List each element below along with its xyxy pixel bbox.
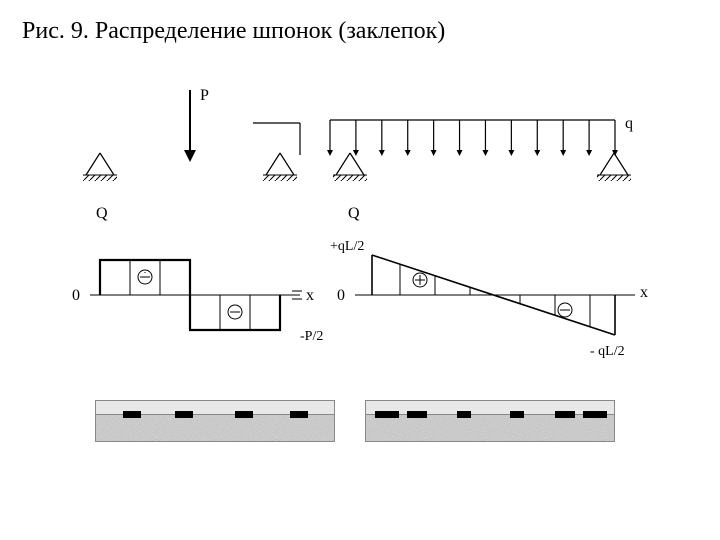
beam-left-bot	[95, 414, 335, 442]
support-left-2	[263, 153, 297, 181]
dowel	[235, 411, 253, 418]
label-q: q	[625, 115, 633, 132]
shear-right-zero: 0	[337, 287, 345, 304]
shear-right-bot-label: - qL/2	[590, 344, 625, 359]
beam-right	[365, 400, 615, 440]
dowel	[123, 411, 141, 418]
dowel	[290, 411, 308, 418]
dowel	[510, 411, 524, 418]
beam-right-bot	[365, 414, 615, 442]
dowel	[407, 411, 427, 418]
shear-left-zero: 0	[72, 287, 80, 304]
shear-right-x: x	[640, 284, 648, 301]
dowel	[375, 411, 399, 418]
shear-right-top-label: +qL/2	[330, 239, 364, 254]
shear-right: 0 x +qL/2 - qL/2	[330, 239, 648, 359]
diagram-canvas: P Q q Q 0 x -P/2	[0, 0, 720, 540]
shear-left: 0 x -P/2	[72, 260, 323, 344]
shear-left-x: x	[306, 287, 314, 304]
shear-left-bot-label: -P/2	[300, 329, 323, 344]
label-Q-right: Q	[348, 205, 360, 222]
dowel	[555, 411, 575, 418]
label-P: P	[200, 87, 209, 104]
support-right-2	[597, 153, 631, 181]
left-loading: P Q	[83, 87, 297, 222]
support-left-1	[83, 153, 117, 181]
beam-left	[95, 400, 335, 440]
label-Q-left: Q	[96, 205, 108, 222]
dowel	[175, 411, 193, 418]
dowel	[457, 411, 471, 418]
support-right-1	[333, 153, 367, 181]
dowel	[583, 411, 607, 418]
right-loading: q Q	[253, 115, 633, 222]
